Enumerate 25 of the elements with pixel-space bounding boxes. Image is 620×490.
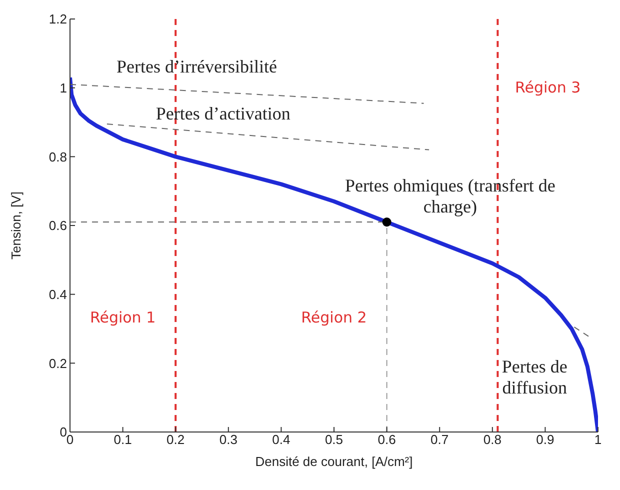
annotation: Région 2	[301, 308, 367, 328]
x-tick-label: 0.5	[324, 432, 344, 448]
x-tick-label: 1	[594, 432, 602, 448]
x-tick-label: 0.9	[536, 432, 554, 448]
annotation: Région 3	[514, 78, 581, 96]
annotation: Pertes ohmiques (transfert de charge)	[344, 176, 556, 217]
x-tick-label: 0.7	[430, 432, 449, 448]
x-tick-label: 0.1	[114, 432, 132, 448]
x-tick-label: 0.6	[378, 432, 396, 448]
x-tick-label: 0.8	[483, 432, 502, 448]
x-axis-title: Densité de courant, [A/cm²]	[254, 454, 414, 469]
y-tick-label: 1.2	[48, 12, 67, 27]
y-tick-label: 0.4	[48, 286, 67, 302]
annotation: Région 1	[90, 308, 156, 328]
y-tick-label: 1	[60, 80, 67, 96]
y-axis-title: Tension, [V]	[8, 192, 24, 260]
annotation: Pertes d’activation	[156, 103, 290, 124]
annotation: Pertes de diffusion	[500, 356, 568, 398]
x-tick-label: 0.4	[272, 432, 290, 448]
y-tick-label: 0.6	[48, 218, 67, 234]
annotation: Pertes d’irréversibilité	[116, 56, 277, 78]
x-tick-label: 0.2	[166, 432, 185, 448]
y-tick-label: 0.2	[48, 356, 67, 371]
x-tick-label: 0.3	[219, 432, 238, 448]
y-tick-label: 0.8	[48, 149, 67, 164]
